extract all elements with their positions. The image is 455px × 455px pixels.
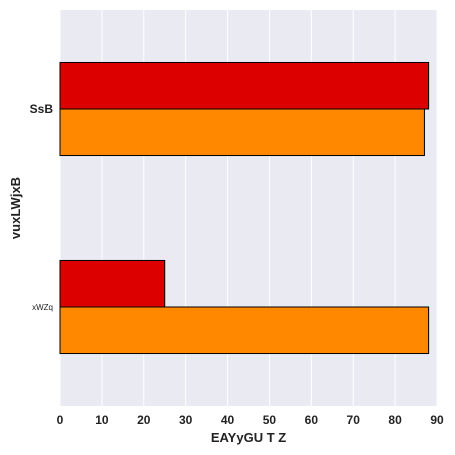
- x-tick-label: 70: [347, 413, 361, 427]
- x-tick-label: 20: [137, 413, 151, 427]
- bar-xWZq-series-1: [59, 259, 166, 308]
- x-tick-label: 90: [430, 413, 444, 427]
- x-tick-label: 50: [263, 413, 277, 427]
- x-tick-label: 40: [221, 413, 235, 427]
- x-axis-title: EAYyGU T Z: [211, 430, 286, 445]
- x-tick-label: 0: [57, 413, 64, 427]
- x-tick-labels: 0 10 20 30 40 50 60 70 80 90: [57, 413, 444, 427]
- y-axis-title: vuxLWjxB: [8, 177, 23, 239]
- x-tick-label: 30: [179, 413, 193, 427]
- x-tick-label: 10: [95, 413, 109, 427]
- x-tick-label: 60: [305, 413, 319, 427]
- bar-SsB-series-2: [59, 108, 425, 157]
- x-tick-label: 80: [388, 413, 402, 427]
- bars: [59, 61, 430, 355]
- y-category-label: xWZq: [32, 303, 53, 312]
- y-category-label: SsB: [30, 102, 54, 116]
- bar-SsB-series-1: [59, 61, 430, 110]
- bar-xWZq-series-2: [59, 306, 430, 355]
- y-category-labels: SsB xWZq: [30, 102, 54, 312]
